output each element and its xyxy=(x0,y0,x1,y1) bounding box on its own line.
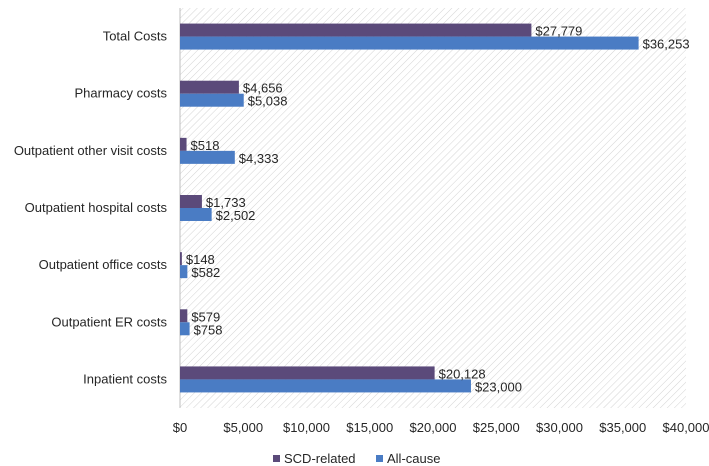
x-tick-label-5000: $5,000 xyxy=(223,420,263,435)
category-label-pharmacy-costs: Pharmacy costs xyxy=(75,86,168,101)
data-label-scd-related-inpatient-costs: $20,128 xyxy=(439,366,486,381)
legend-label-scd-related: SCD-related xyxy=(284,451,356,466)
bar-scd-related-outpatient-er-costs xyxy=(180,309,188,323)
category-label-outpatient-other-visit-costs: Outpatient other visit costs xyxy=(14,143,168,158)
data-label-scd-related-outpatient-er-costs: $579 xyxy=(191,309,220,324)
bar-scd-related-inpatient-costs xyxy=(180,366,435,380)
bar-all-cause-outpatient-office-costs xyxy=(180,265,188,279)
bar-all-cause-total-costs xyxy=(180,36,639,50)
bar-all-cause-outpatient-other-visit-costs xyxy=(180,150,235,164)
category-labels: Total Costs Pharmacy costs Outpatient othe… xyxy=(14,29,168,387)
bar-all-cause-inpatient-costs xyxy=(180,379,471,393)
x-tick-label-15000: $15,000 xyxy=(346,420,393,435)
x-tick-label-10000: $10,000 xyxy=(283,420,330,435)
category-label-outpatient-office-costs: Outpatient office costs xyxy=(39,257,168,272)
data-label-scd-related-outpatient-office-costs: $148 xyxy=(186,252,215,267)
data-label-all-cause-outpatient-er-costs: $758 xyxy=(194,322,223,337)
data-label-all-cause-inpatient-costs: $23,000 xyxy=(475,379,522,394)
category-label-total-costs: Total Costs xyxy=(103,29,168,44)
data-label-scd-related-outpatient-hospital-costs: $1,733 xyxy=(206,195,246,210)
bar-scd-related-pharmacy-costs xyxy=(180,80,239,94)
data-label-all-cause-outpatient-other-visit-costs: $4,333 xyxy=(239,151,279,166)
bar-scd-related-outpatient-other-visit-costs xyxy=(180,137,187,151)
x-tick-label-0: $0 xyxy=(173,420,187,435)
x-tick-label-20000: $20,000 xyxy=(410,420,457,435)
bar-scd-related-outpatient-hospital-costs xyxy=(180,195,202,208)
category-label-outpatient-hospital-costs: Outpatient hospital costs xyxy=(25,200,168,215)
x-tick-label-30000: $30,000 xyxy=(536,420,583,435)
legend-label-all-cause: All-cause xyxy=(387,451,440,466)
data-label-scd-related-total-costs: $27,779 xyxy=(535,24,582,39)
plot-area-background xyxy=(180,8,686,408)
bar-all-cause-pharmacy-costs xyxy=(180,93,244,107)
category-label-inpatient-costs: Inpatient costs xyxy=(83,371,167,386)
bars-group xyxy=(180,23,639,393)
data-label-scd-related-outpatient-other-visit-costs: $518 xyxy=(191,138,220,153)
category-label-outpatient-er-costs: Outpatient ER costs xyxy=(51,314,167,329)
bar-scd-related-total-costs xyxy=(180,23,532,37)
data-label-all-cause-outpatient-hospital-costs: $2,502 xyxy=(216,208,256,223)
bar-all-cause-outpatient-er-costs xyxy=(180,322,190,336)
bar-scd-related-outpatient-office-costs xyxy=(180,252,182,266)
x-tick-label-25000: $25,000 xyxy=(473,420,520,435)
legend-swatch-all-cause xyxy=(376,455,383,462)
x-tick-label-35000: $35,000 xyxy=(599,420,646,435)
data-label-all-cause-total-costs: $36,253 xyxy=(643,37,690,52)
data-label-scd-related-pharmacy-costs: $4,656 xyxy=(243,81,283,96)
x-axis-ticks: $0 $5,000 $10,000 $15,000 $20,000 $25,000 $30,… xyxy=(173,420,709,435)
data-label-all-cause-outpatient-office-costs: $582 xyxy=(191,265,220,280)
bar-all-cause-outpatient-hospital-costs xyxy=(180,208,212,221)
legend-swatch-scd-related xyxy=(273,455,280,462)
data-label-all-cause-pharmacy-costs: $5,038 xyxy=(248,94,288,109)
legend: SCD-related All-cause xyxy=(273,451,440,466)
data-labels: $27,779 $36,253 $4,656$5,038 $518 $4,333 $1,7… xyxy=(186,24,690,395)
x-tick-label-40000: $40,000 xyxy=(663,420,709,435)
